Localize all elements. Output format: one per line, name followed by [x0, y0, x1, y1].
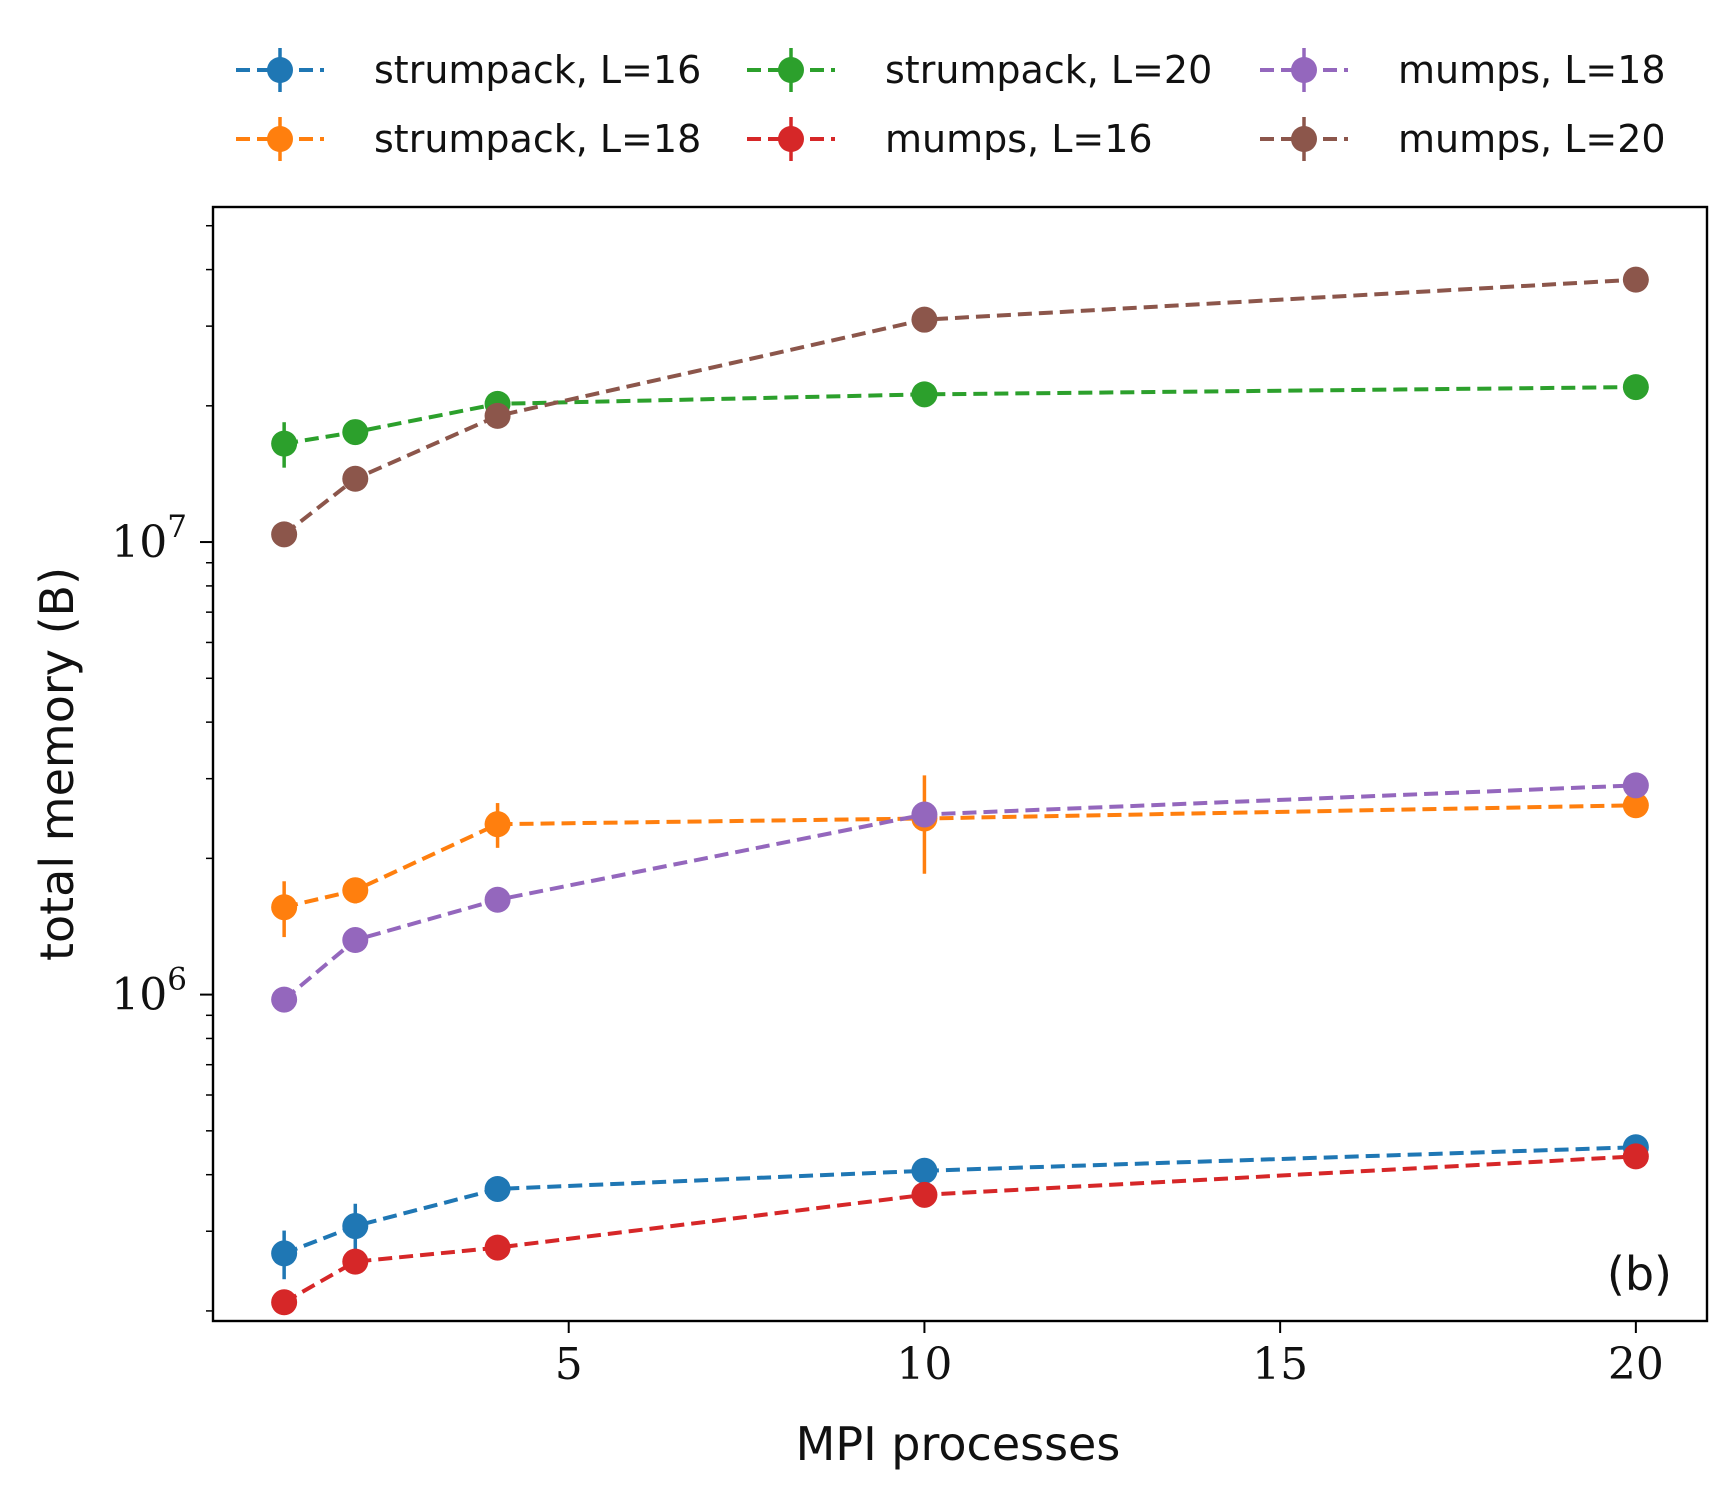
data-point: [911, 1181, 938, 1208]
data-point: [911, 381, 938, 408]
legend-marker: [267, 126, 293, 152]
data-point: [911, 1157, 938, 1184]
legend-label: strumpack, L=20: [885, 48, 1212, 92]
series-strumpack-l-20: [271, 374, 1649, 468]
series-line: [283, 1145, 1636, 1256]
y-tick-base: 10: [111, 970, 167, 1021]
data-point: [484, 886, 511, 913]
series-mumps-l-20: [271, 266, 1649, 548]
y-axis-label: total memory (B): [30, 567, 84, 961]
data-point: [342, 465, 369, 492]
legend-item: mumps, L=18: [1260, 48, 1666, 92]
series-line: [283, 1154, 1636, 1305]
legend-label: mumps, L=20: [1398, 117, 1666, 161]
series-mumps-l-16: [271, 1143, 1649, 1316]
legend-marker: [1291, 126, 1317, 152]
plot-frame: [211, 205, 1709, 1323]
data-point: [342, 1213, 369, 1240]
y-tick-exponent: 7: [167, 509, 187, 545]
data-point: [342, 927, 369, 954]
series-strumpack-l-18: [271, 775, 1649, 938]
data-point: [1622, 374, 1649, 401]
x-tick-label: 15: [1252, 1339, 1308, 1390]
data-point: [342, 419, 369, 446]
y-tick-label: 107: [111, 509, 187, 568]
data-point: [1622, 266, 1649, 293]
x-tick-label: 5: [555, 1339, 583, 1390]
legend-label: strumpack, L=18: [374, 117, 701, 161]
legend-item: strumpack, L=20: [747, 48, 1212, 92]
legend-item: strumpack, L=18: [236, 117, 701, 161]
y-tick-label: 106: [111, 962, 187, 1021]
legend-marker: [778, 126, 804, 152]
data-point: [271, 986, 298, 1013]
legend-label: strumpack, L=16: [374, 48, 701, 92]
x-axis-label: MPI processes: [796, 1417, 1121, 1471]
y-tick-exponent: 6: [167, 962, 187, 998]
data-point: [342, 877, 369, 904]
legend-label: mumps, L=18: [1398, 48, 1666, 92]
data-point: [271, 1289, 298, 1316]
data-point: [1622, 772, 1649, 799]
data-point: [484, 1234, 511, 1261]
data-point: [342, 1248, 369, 1275]
legend-item: mumps, L=20: [1260, 117, 1666, 161]
data-point: [271, 1240, 298, 1267]
data-point: [1622, 792, 1649, 819]
legend-item: mumps, L=16: [747, 117, 1153, 161]
y-tick-base: 10: [111, 517, 167, 568]
legend-marker: [267, 57, 293, 83]
legend-item: strumpack, L=16: [236, 48, 701, 92]
data-point: [484, 1175, 511, 1202]
data-point: [484, 811, 511, 838]
x-tick-label: 20: [1608, 1339, 1664, 1390]
data-point: [271, 430, 298, 457]
panel-label: (b): [1607, 1247, 1672, 1301]
data-point: [1622, 1143, 1649, 1170]
legend-marker: [778, 57, 804, 83]
legend-marker: [1291, 57, 1317, 83]
data-point: [484, 402, 511, 429]
data-point: [911, 801, 938, 828]
data-point: [271, 521, 298, 548]
legend-label: mumps, L=16: [885, 117, 1153, 161]
data-point: [271, 894, 298, 921]
series-strumpack-l-16: [271, 1134, 1649, 1280]
series-line: [283, 803, 1636, 910]
x-tick-label: 10: [896, 1339, 952, 1390]
data-point: [911, 306, 938, 333]
series-mumps-l-18: [271, 772, 1649, 1013]
